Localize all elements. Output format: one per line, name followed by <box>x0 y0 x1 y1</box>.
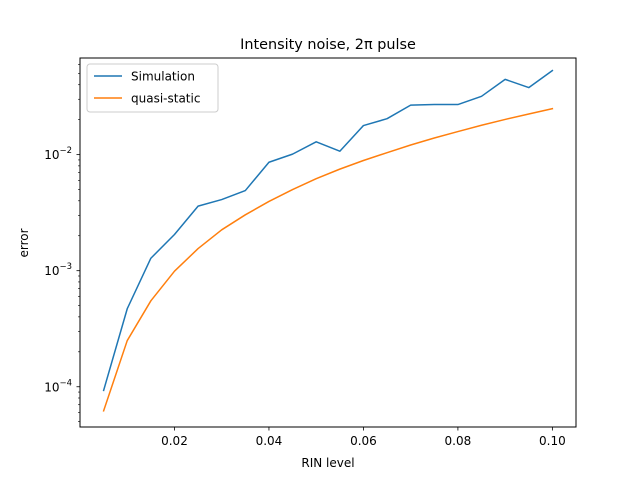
legend: Simulation quasi-static <box>86 63 219 113</box>
series-line-2 <box>102 107 554 412</box>
chart-title: Intensity noise, 2π pulse <box>240 37 416 53</box>
x-axis: 0.02 0.04 0.06 0.08 0.10 <box>161 427 566 448</box>
x-axis-label: RIN level <box>301 456 354 470</box>
y-axis: 10−4 10−3 10−2 <box>44 64 80 422</box>
series-line-1 <box>102 69 554 392</box>
x-tick-label: 0.08 <box>445 434 472 448</box>
y-tick-label: 10−4 <box>44 378 72 394</box>
x-tick-label: 0.02 <box>161 434 188 448</box>
y-tick-label: 10−2 <box>44 146 72 162</box>
x-tick-label: 0.06 <box>350 434 377 448</box>
legend-label-2: quasi-static <box>131 92 200 106</box>
y-tick-label: 10−3 <box>44 262 72 278</box>
plot-frame <box>79 57 577 428</box>
x-tick-label: 0.10 <box>539 434 566 448</box>
y-axis-label: error <box>17 228 31 257</box>
legend-label-1: Simulation <box>131 70 195 84</box>
plot-lines <box>102 69 554 412</box>
x-tick-label: 0.04 <box>256 434 283 448</box>
